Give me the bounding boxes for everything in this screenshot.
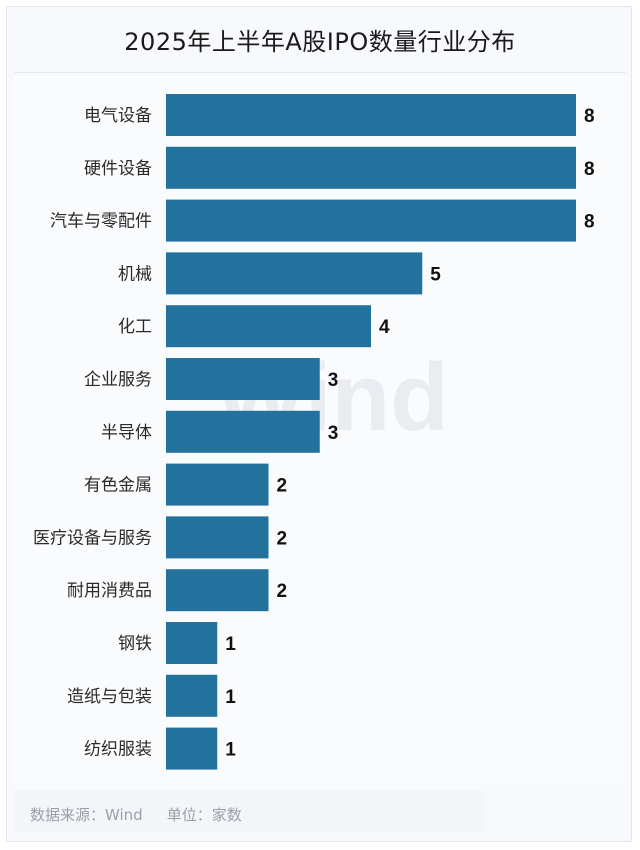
value-label: 1 [225, 634, 236, 655]
footer-background [14, 790, 484, 832]
category-label: 有色金属 [84, 476, 152, 496]
bar [166, 199, 576, 242]
footer: 数据来源：Wind 单位：家数 [30, 804, 242, 825]
category-label: 半导体 [101, 423, 152, 443]
value-label: 5 [430, 264, 441, 285]
bar [166, 674, 218, 717]
bar [166, 305, 371, 348]
value-label: 4 [379, 317, 390, 338]
bar [166, 252, 423, 295]
bar [166, 727, 218, 770]
bar [166, 146, 576, 189]
bar [166, 463, 269, 506]
value-label: 1 [225, 687, 236, 708]
category-label: 纺织服装 [84, 740, 152, 760]
bars-group: 电气设备 8 硬件设备 8 汽车与零配件 8 机械 5 化工 4 企业服务 3 半导体 3 有色金属 2 医疗设… [33, 94, 595, 770]
value-label: 3 [328, 370, 339, 391]
category-label: 电气设备 [84, 106, 152, 126]
category-label: 机械 [118, 264, 152, 284]
unit-note: 单位：家数 [166, 806, 242, 824]
value-label: 8 [584, 212, 595, 233]
category-label: 硬件设备 [84, 159, 152, 179]
category-label: 钢铁 [118, 634, 152, 654]
bar [166, 622, 218, 664]
bar [166, 410, 320, 453]
bar [166, 358, 320, 400]
bar [166, 569, 269, 612]
value-label: 2 [277, 581, 288, 602]
value-label: 3 [328, 423, 339, 444]
value-label: 8 [584, 106, 595, 127]
category-label: 化工 [118, 317, 152, 337]
value-label: 2 [277, 528, 288, 549]
title-divider [14, 72, 626, 73]
bar [166, 94, 576, 136]
category-label: 医疗设备与服务 [33, 528, 152, 548]
category-label: 造纸与包装 [67, 687, 152, 707]
value-label: 8 [584, 159, 595, 180]
source-note: 数据来源：Wind [30, 806, 143, 824]
category-label: 企业服务 [84, 370, 152, 390]
chart-title: 2025年上半年A股IPO数量行业分布 [124, 28, 516, 56]
category-label: 耐用消费品 [67, 581, 152, 601]
value-label: 2 [277, 476, 288, 497]
category-label: 汽车与零配件 [50, 212, 152, 232]
value-label: 1 [225, 740, 236, 761]
bar [166, 516, 269, 559]
